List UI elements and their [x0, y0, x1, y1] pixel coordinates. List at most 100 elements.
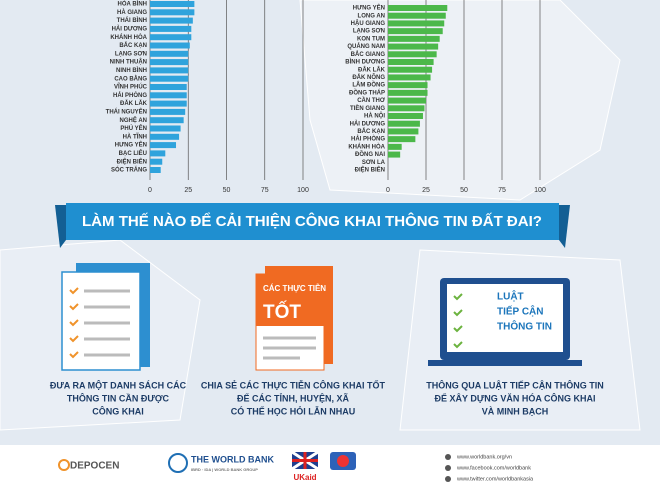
category-label: HÀ GIANG: [117, 9, 147, 16]
category-label: HẢI DƯƠNG: [112, 25, 148, 32]
bar: [388, 128, 419, 135]
bar: [388, 51, 437, 58]
banner-fold: [55, 205, 66, 248]
banner-title: LÀM THẾ NÀO ĐỂ CẢI THIỆN CÔNG KHAI THÔNG…: [82, 212, 542, 230]
bar: [388, 89, 428, 96]
logo-mark: [58, 459, 70, 471]
category-label: KHÁNH HÒA: [348, 142, 385, 150]
icon-header: [256, 274, 324, 326]
icon-lines: [263, 336, 316, 360]
bar: [150, 150, 166, 157]
icon-text: THÔNG TIN: [497, 320, 552, 333]
bar: [150, 158, 163, 165]
category-label: CẦN THƠ: [357, 97, 386, 104]
icon-text: CÁC THỰC TIỄN: [263, 284, 326, 293]
category-label: LẠNG SƠN: [353, 29, 385, 35]
category-label: ĐẮK LẮK: [358, 65, 386, 73]
category-label: HẬU GIANG: [351, 20, 386, 27]
logo-mark: [337, 455, 349, 467]
bar: [150, 25, 192, 32]
category-label: VĨNH PHÚC: [114, 84, 148, 91]
bar: [150, 84, 187, 90]
bar: [150, 34, 192, 41]
bar: [150, 1, 195, 7]
bar: [388, 151, 401, 158]
category-label: BẮC GIANG: [351, 50, 386, 58]
x-tick-label: 0: [148, 187, 152, 194]
bar: [150, 167, 161, 173]
bar: [388, 43, 439, 50]
category-label: ĐIỆN BIÊN: [355, 166, 385, 174]
footer: [0, 445, 660, 495]
x-tick-label: 75: [261, 187, 269, 194]
category-label: LÂM ĐỒNG: [352, 82, 385, 89]
icon-text: TIẾP CẬN: [497, 305, 544, 318]
category-label: HÀ NỘI: [364, 112, 385, 120]
category-label: HẢI PHÒNG: [113, 91, 147, 99]
category-label: PHÚ YÊN: [120, 124, 147, 132]
bar: [388, 20, 445, 27]
banner-fold: [559, 205, 570, 248]
bar: [388, 5, 448, 11]
category-label: NGHỆ AN: [120, 116, 147, 124]
link-icon: [445, 454, 451, 460]
bar: [388, 59, 434, 65]
category-label: KHÁNH HÒA: [110, 33, 147, 41]
category-label: NINH THUẬN: [110, 59, 147, 66]
bar: [150, 142, 177, 149]
category-label: THÁI BÌNH: [117, 16, 147, 24]
x-tick-label: 100: [534, 187, 546, 194]
icon-checks: [453, 293, 463, 349]
category-label: KON TUM: [357, 36, 385, 42]
link[interactable]: www.facebook.com/worldbank: [456, 465, 531, 471]
x-tick-label: 25: [184, 187, 192, 194]
bar: [388, 66, 433, 73]
bar: [150, 100, 187, 107]
logo-flag: [292, 452, 318, 469]
bar: [150, 42, 190, 49]
link-icon: [445, 465, 451, 471]
banner: [66, 203, 559, 240]
category-label: ĐỒNG NAI: [355, 151, 385, 158]
icon-text: LUẬT: [497, 290, 524, 303]
category-label: BÌNH DƯƠNG: [345, 58, 385, 66]
bar: [150, 133, 180, 140]
category-label: THÁI NGUYÊN: [106, 107, 147, 115]
link[interactable]: www.twitter.com/worldbankasia: [456, 476, 534, 482]
bar: [150, 108, 186, 115]
category-label: BẮC KẠN: [357, 127, 385, 135]
x-tick-label: 100: [297, 187, 309, 194]
category-label: NINH BÌNH: [116, 66, 147, 74]
bar: [150, 67, 189, 74]
logo-text: THE WORLD BANK: [191, 454, 274, 464]
caption: CÓ THỂ HỌC HỎI LẪN NHAU: [231, 405, 356, 416]
icon-lines: [84, 289, 130, 357]
bar: [388, 74, 431, 81]
category-label: CAO BẰNG: [114, 74, 147, 82]
link[interactable]: www.worldbank.org/vn: [456, 454, 512, 460]
category-label: TIỀN GIANG: [350, 105, 385, 112]
bar: [150, 50, 189, 57]
x-tick-label: 0: [386, 187, 390, 194]
category-label: SƠN LA: [362, 160, 386, 166]
bar: [388, 120, 420, 127]
category-label: HÀ TĨNH: [123, 133, 147, 140]
category-label: ĐỒNG THÁP: [349, 89, 385, 96]
caption: CÔNG KHAI: [92, 405, 144, 416]
caption: ĐƯA RA MỘT DANH SÁCH CÁC: [50, 379, 187, 390]
icon-checks: [69, 287, 79, 359]
category-label: QUẢNG NAM: [347, 43, 385, 50]
category-label: HƯNG YÊN: [353, 4, 385, 12]
x-tick-label: 75: [498, 187, 506, 194]
bar: [388, 113, 423, 119]
category-label: ĐẮK NÔNG: [352, 73, 385, 81]
bar: [150, 17, 193, 24]
bar: [388, 28, 443, 35]
category-label: LONG AN: [358, 13, 385, 19]
x-tick-label: 25: [422, 187, 430, 194]
category-label: BẠC LIÊU: [119, 149, 147, 157]
caption: THÔNG QUA LUẬT TIẾP CẬN THÔNG TIN: [426, 379, 604, 390]
